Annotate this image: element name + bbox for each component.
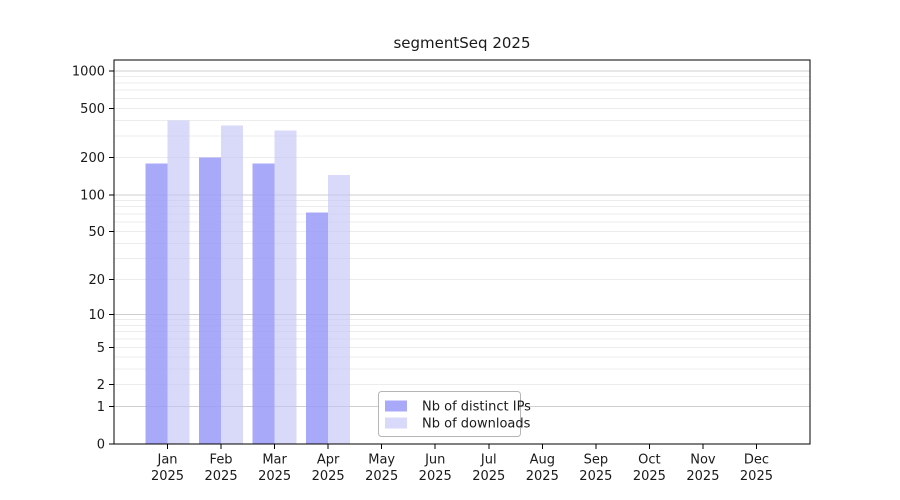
bar-nb-of-downloads-apr	[328, 174, 351, 444]
bar-series-nb-of-distinct-ips	[145, 157, 329, 445]
x-tick-label-nov: Nov	[690, 453, 716, 468]
x-tick-label-jul: Jul	[480, 453, 497, 468]
x-tick-label-dec: Dec	[744, 453, 769, 468]
x-tick-year-may: 2025	[365, 469, 398, 484]
legend: Nb of distinct IPs Nb of downloads	[378, 391, 531, 437]
x-tick-label-feb: Feb	[210, 453, 233, 468]
bar-nb-of-downloads-mar	[274, 130, 297, 444]
x-tick-label-apr: Apr	[317, 453, 340, 468]
y-tick-label-5: 5	[97, 341, 105, 356]
y-tick-label-1000: 1000	[72, 65, 105, 80]
legend-swatch-downloads	[385, 417, 407, 429]
x-tick-label-jun: Jun	[424, 453, 445, 468]
y-axis: 0 1 2 5 10 20 50 100 200 500 1000	[72, 65, 114, 453]
bar-nb-of-distinct-ips-feb	[199, 157, 222, 445]
x-tick-label-mar: Mar	[262, 453, 287, 468]
x-tick-year-jul: 2025	[472, 469, 505, 484]
y-tick-label-200: 200	[80, 151, 105, 166]
x-tick-year-mar: 2025	[258, 469, 291, 484]
plot-area: 01251020501002005001000Jan2025Feb2025Mar…	[72, 59, 811, 484]
y-tick-label-100: 100	[80, 188, 105, 203]
bar-series-nb-of-downloads	[167, 120, 351, 445]
x-tick-year-nov: 2025	[686, 469, 719, 484]
x-axis: Jan2025Feb2025Mar2025Apr2025May2025Jun20…	[151, 444, 773, 484]
x-tick-year-oct: 2025	[633, 469, 666, 484]
x-tick-year-jan: 2025	[151, 469, 184, 484]
x-tick-label-may: May	[368, 453, 395, 468]
bar-nb-of-distinct-ips-apr	[306, 212, 329, 444]
legend-swatch-distinct-ips	[385, 400, 407, 412]
legend-frame	[378, 391, 521, 437]
bar-nb-of-downloads-feb	[221, 125, 244, 445]
y-tick-label-20: 20	[88, 273, 105, 288]
plot-border	[113, 59, 811, 445]
x-tick-year-aug: 2025	[526, 469, 559, 484]
y-tick-label-0: 0	[97, 438, 105, 453]
x-tick-year-feb: 2025	[205, 469, 238, 484]
bar-nb-of-distinct-ips-mar	[252, 163, 275, 444]
y-tick-label-10: 10	[88, 308, 105, 323]
bar-nb-of-downloads-jan	[167, 120, 190, 444]
y-tick-label-50: 50	[88, 225, 105, 240]
bar-nb-of-distinct-ips-jan	[145, 163, 168, 444]
x-tick-year-sep: 2025	[579, 469, 612, 484]
x-tick-year-apr: 2025	[312, 469, 345, 484]
x-tick-label-sep: Sep	[584, 453, 609, 468]
x-tick-year-dec: 2025	[740, 469, 773, 484]
x-tick-label-aug: Aug	[530, 453, 555, 468]
y-tick-label-2: 2	[97, 378, 105, 393]
x-tick-year-jun: 2025	[419, 469, 452, 484]
x-tick-label-jan: Jan	[157, 453, 178, 468]
y-tick-label-500: 500	[80, 102, 105, 117]
chart-title: segmentSeq 2025	[393, 34, 530, 52]
x-tick-label-oct: Oct	[638, 453, 660, 468]
legend-label-distinct-ips: Nb of distinct IPs	[422, 400, 531, 415]
y-tick-label-1: 1	[97, 400, 105, 415]
legend-label-downloads: Nb of downloads	[422, 417, 531, 432]
